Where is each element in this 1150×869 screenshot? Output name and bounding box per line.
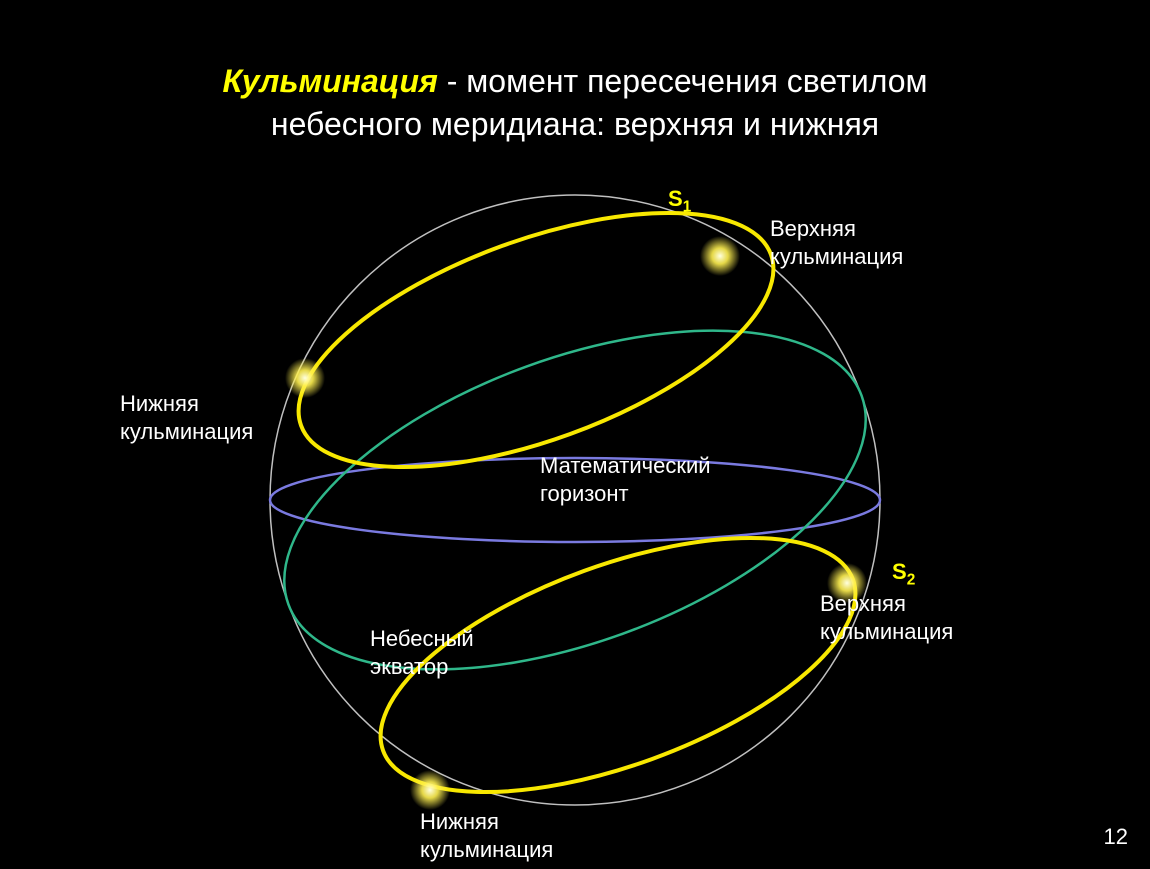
stars-group	[285, 236, 867, 810]
label-lower-culmination-bottom: Нижняя кульминация	[420, 808, 553, 863]
label-math-horizon: Математический горизонт	[540, 452, 711, 507]
orbit-top-ring	[267, 161, 805, 520]
label-lower-culmination-top: Нижняя кульминация	[120, 390, 253, 445]
star-s1_upper	[700, 236, 740, 276]
label-s1: S1	[668, 185, 691, 217]
label-upper-culmination-bottom: Верхняя кульминация	[820, 590, 953, 645]
label-s2: S2	[892, 558, 915, 590]
label-celestial-equator: Небесный экватор	[370, 625, 474, 680]
label-upper-culmination-top: Верхняя кульминация	[770, 215, 903, 270]
page-number: 12	[1104, 824, 1128, 850]
star-s1_lower	[285, 358, 325, 398]
star-s2_lower	[410, 770, 450, 810]
